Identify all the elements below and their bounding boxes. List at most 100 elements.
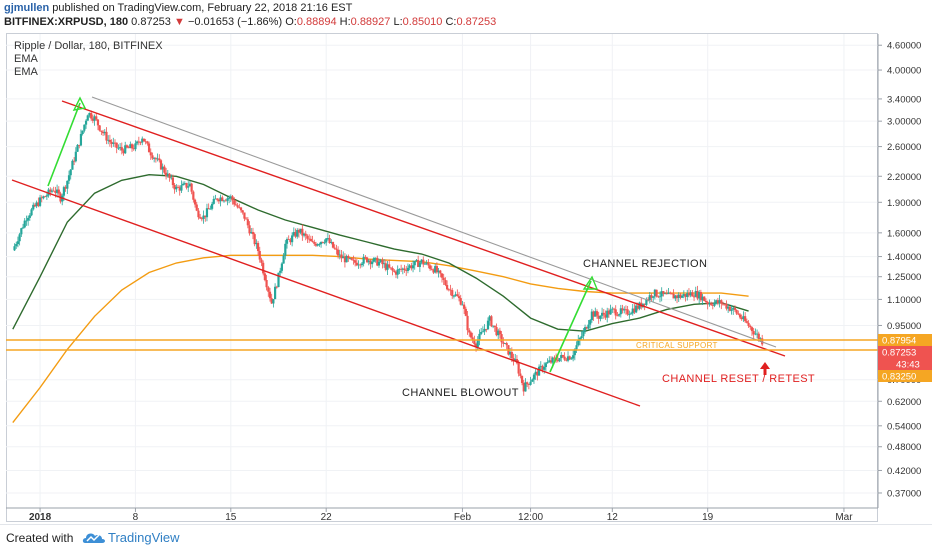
- candle-body: [74, 151, 77, 162]
- candle-body: [577, 339, 580, 346]
- candle-body: [628, 314, 631, 316]
- candle-body: [701, 296, 704, 301]
- tradingview-brand[interactable]: TradingView: [108, 530, 180, 545]
- ema-slow-line[interactable]: [12, 254, 749, 424]
- candle-body: [325, 238, 328, 243]
- candle-body: [15, 244, 18, 247]
- candle-body: [18, 234, 21, 242]
- candle-body: [374, 257, 377, 259]
- candle-body: [28, 215, 31, 218]
- candle-body: [136, 141, 139, 144]
- candle-body: [365, 257, 369, 263]
- legend-ema-2[interactable]: EMA: [14, 66, 38, 78]
- candle-body: [400, 268, 403, 270]
- candle-body: [565, 359, 568, 361]
- candle-body: [623, 309, 626, 311]
- candle-body: [294, 232, 297, 237]
- candle-body: [210, 203, 214, 209]
- candle-body: [367, 260, 370, 263]
- candle-body: [558, 358, 561, 362]
- price-tick-label: 2.60000: [887, 142, 921, 153]
- candle-body: [384, 263, 387, 270]
- candle-body: [90, 112, 93, 119]
- candle-body: [652, 296, 655, 298]
- badge-support-upper: 0.87954: [882, 336, 916, 347]
- legend-ema-1[interactable]: EMA: [14, 53, 38, 65]
- candle-body: [493, 325, 496, 328]
- candle-body: [239, 207, 243, 211]
- candle-body: [527, 383, 530, 385]
- author-link[interactable]: gjmullen: [4, 2, 50, 14]
- candle-body: [163, 166, 166, 173]
- candle-body: [311, 241, 314, 243]
- candle-body: [616, 315, 619, 317]
- candle-body: [362, 256, 365, 264]
- candle-body: [49, 189, 52, 192]
- candle-body: [474, 344, 478, 348]
- candle-body: [434, 266, 437, 273]
- candle-body: [214, 198, 217, 200]
- ema-fast-line[interactable]: [12, 173, 749, 332]
- created-with-label: Created with: [6, 531, 74, 545]
- candle-body: [57, 189, 60, 194]
- candle-body: [510, 351, 513, 359]
- candle-body: [23, 220, 26, 228]
- bullish-arrowhead-1: [72, 96, 87, 111]
- trendline-gray[interactable]: [91, 96, 777, 348]
- candle-body: [319, 241, 323, 245]
- candle-body: [662, 291, 665, 294]
- candle-body: [561, 355, 565, 357]
- candle-body: [146, 141, 149, 144]
- candle-body: [38, 197, 42, 206]
- channel-upper-line[interactable]: [61, 100, 786, 357]
- candle-body: [478, 333, 481, 341]
- candle-body: [16, 241, 20, 245]
- candle-body: [454, 294, 457, 296]
- publish-line: gjmullen published on TradingView.com, F…: [4, 2, 352, 14]
- candle-body: [670, 293, 674, 295]
- candle-body: [432, 269, 435, 273]
- candle-body: [657, 296, 660, 298]
- candle-body: [175, 186, 178, 190]
- candle-body: [110, 141, 113, 144]
- candle-body: [488, 316, 491, 321]
- candle-body: [113, 142, 117, 144]
- candle-body: [570, 358, 573, 360]
- candle-body: [732, 307, 735, 310]
- candle-body: [560, 355, 563, 359]
- candle-body: [740, 317, 743, 320]
- candle-body: [166, 173, 169, 177]
- candle-body: [345, 255, 348, 263]
- channel-lower-line[interactable]: [11, 179, 641, 407]
- candle-body: [737, 313, 740, 315]
- candle-body: [316, 244, 319, 246]
- candle-body: [287, 239, 290, 240]
- candle-body: [348, 258, 352, 259]
- candle-body: [696, 290, 699, 299]
- candle-body: [185, 183, 188, 188]
- candle-body: [682, 294, 685, 296]
- candle-body: [142, 138, 146, 142]
- high-value: 0.88927: [350, 16, 391, 28]
- candle-body: [156, 158, 159, 160]
- candle-body: [335, 248, 338, 250]
- candle-body: [500, 334, 503, 343]
- candle-body: [88, 112, 91, 116]
- candle-body: [536, 371, 539, 376]
- candle-body: [161, 166, 164, 170]
- candle-body: [103, 131, 106, 134]
- candle-body: [633, 308, 636, 313]
- candle-body: [45, 195, 48, 197]
- candle-body: [698, 292, 701, 299]
- candle-body: [231, 196, 234, 201]
- candle-body: [750, 327, 754, 332]
- candle-body: [204, 215, 207, 218]
- candle-body: [183, 183, 186, 184]
- time-tick-label: 2018: [29, 512, 52, 523]
- candle-body: [296, 229, 299, 237]
- candle-body: [401, 268, 404, 270]
- candle-body: [393, 270, 396, 272]
- candle-body: [636, 305, 639, 309]
- candle-body: [723, 303, 726, 305]
